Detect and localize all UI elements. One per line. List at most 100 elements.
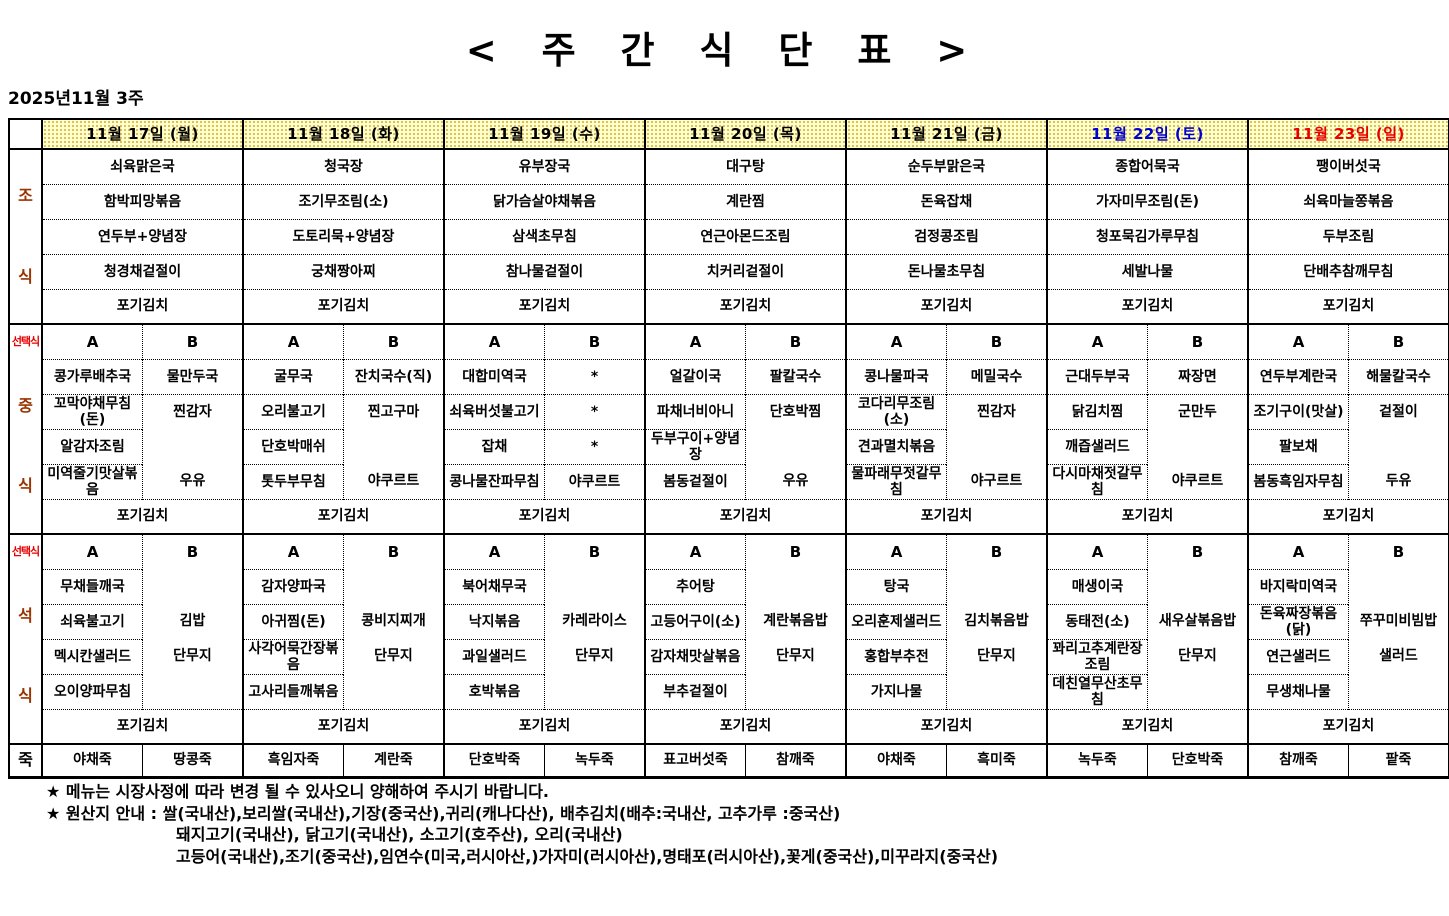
dinner-kimchi-cell: 포기김치	[845, 708, 1047, 744]
porridge-b-item: 단호박죽	[1147, 743, 1248, 777]
porridge-a-item: 녹두죽	[1046, 743, 1148, 777]
dinner-a-item: 바지락미역국	[1247, 568, 1349, 604]
lunch-b-item: 야구르트	[946, 464, 1047, 499]
dinner-b-cell: 카레라이스 단무지	[544, 569, 645, 709]
choice-b-header: B	[1147, 323, 1248, 359]
choice-b-header: B	[1147, 533, 1248, 569]
porridge-a-item: 표고버섯죽	[644, 743, 746, 777]
lunch-kimchi-cell: 포기김치	[443, 498, 645, 534]
lunch-b-item: 우유	[142, 464, 243, 499]
dinner-b-cell: 계란볶음밥 단무지	[745, 569, 846, 709]
choice-a-header: A	[443, 533, 545, 569]
lunch-a-item: 다시마채젓갈무침	[1046, 463, 1148, 499]
breakfast-item: 포기김치	[1247, 288, 1449, 324]
dinner-a-item: 고사리들깨볶음	[242, 673, 344, 709]
breakfast-item: 연두부+양념장	[41, 218, 243, 254]
lunch-kimchi-cell: 포기김치	[845, 498, 1047, 534]
dinner-b-item: 단무지	[1178, 648, 1217, 665]
lunch-b-item: 잔치국수(직)	[343, 358, 444, 394]
dinner-b-cell: 쭈꾸미비빔밥 샐러드	[1348, 569, 1449, 709]
lunch-a-item: 꼬막야채무침(돈)	[41, 393, 143, 429]
lunch-a-item: 미역줄기맛살볶음	[41, 463, 143, 499]
lunch-b-item: 짜장면	[1147, 358, 1248, 394]
dinner-b-cell: 김치볶음밥 단무지	[946, 569, 1047, 709]
lunch-a-item: 굴무국	[242, 358, 344, 394]
dinner-b-cell: 콩비지찌개 단무지	[343, 569, 444, 709]
porridge-b-item: 팥죽	[1348, 743, 1449, 777]
breakfast-item: 함박피망볶음	[41, 183, 243, 219]
lunch-a-item: 단호박매쉬	[242, 428, 344, 464]
porridge-b-item: 참깨죽	[745, 743, 846, 777]
lunch-a-item: 팔보채	[1247, 428, 1349, 464]
breakfast-item: 조기무조림(소)	[242, 183, 444, 219]
lunch-a-item: 잡채	[443, 428, 545, 464]
lunch-b-item: 우유	[745, 464, 846, 499]
row-label-lunch-char: 식	[18, 476, 33, 496]
dinner-a-item: 고등어구이(소)	[644, 603, 746, 639]
lunch-b-item: 팔칼국수	[745, 358, 846, 394]
row-label-dinner-char: 식	[18, 686, 33, 706]
choice-a-header: A	[644, 323, 746, 359]
breakfast-item: 포기김치	[845, 288, 1047, 324]
dinner-b-item: 카레라이스	[562, 613, 627, 630]
breakfast-item: 돈육잡채	[845, 183, 1047, 219]
dinner-a-item: 데친열무산초무침	[1046, 673, 1148, 709]
row-label-breakfast-char: 조	[18, 186, 33, 206]
choice-b-header: B	[946, 533, 1047, 569]
porridge-a-item: 단호박죽	[443, 743, 545, 777]
breakfast-item: 치커리겉절이	[644, 253, 846, 289]
dinner-b-item: 계란볶음밥	[763, 613, 828, 630]
dinner-a-item: 꽈리고추계란장조림	[1046, 638, 1148, 674]
dinner-a-item: 무채들깨국	[41, 568, 143, 604]
page-title: < 주 간 식 단 표 >	[465, 29, 984, 72]
dinner-a-item: 매생이국	[1046, 568, 1148, 604]
lunch-b-item	[1348, 429, 1449, 464]
breakfast-item: 단배추참깨무침	[1247, 253, 1449, 289]
breakfast-item: 포기김치	[1046, 288, 1248, 324]
choice-b-header: B	[343, 533, 444, 569]
week-label: 2025년11월 3주	[8, 89, 144, 109]
lunch-b-item: 찐감자	[142, 393, 243, 429]
choice-b-header: B	[343, 323, 444, 359]
choice-a-header: A	[1046, 533, 1148, 569]
dinner-a-item: 무생채나물	[1247, 673, 1349, 709]
lunch-b-item: 야쿠르트	[544, 463, 645, 499]
porridge-b-item: 흑미죽	[946, 743, 1047, 777]
dinner-b-item: 쭈꾸미비빔밥	[1359, 613, 1438, 630]
lunch-kimchi-cell: 포기김치	[1247, 498, 1449, 534]
day-header: 11월 17일 (월)	[41, 119, 243, 150]
choice-a-header: A	[845, 533, 947, 569]
lunch-a-item: 봄동흑임자무침	[1247, 463, 1349, 499]
day-header: 11월 18일 (화)	[242, 119, 444, 150]
lunch-b-item	[946, 429, 1047, 464]
dinner-a-item: 동태전(소)	[1046, 603, 1148, 639]
lunch-b-item: 물만두국	[142, 358, 243, 394]
day-header: 11월 21일 (금)	[845, 119, 1047, 150]
lunch-b-item: 군만두	[1147, 393, 1248, 429]
choice-b-header: B	[946, 323, 1047, 359]
lunch-b-item: 찐감자	[946, 393, 1047, 429]
row-label-choice: 선택식	[9, 533, 42, 569]
dinner-a-item: 쇠육불고기	[41, 603, 143, 639]
choice-a-header: A	[1247, 533, 1349, 569]
lunch-a-item: 견과멸치볶음	[845, 428, 947, 464]
porridge-a-item: 야채죽	[845, 743, 947, 777]
lunch-a-item: 오리불고기	[242, 393, 344, 429]
choice-b-header: B	[1348, 323, 1449, 359]
dinner-kimchi-cell: 포기김치	[1046, 708, 1248, 744]
choice-a-header: A	[845, 323, 947, 359]
breakfast-item: 도토리묵+양념장	[242, 218, 444, 254]
dinner-b-item: 김치볶음밥	[964, 613, 1029, 630]
lunch-b-item: 해물칼국수	[1348, 358, 1449, 394]
lunch-a-item: 톳두부무침	[242, 463, 344, 499]
corner-cell	[9, 119, 42, 150]
day-header: 11월 23일 (일)	[1247, 119, 1449, 150]
choice-b-header: B	[745, 323, 846, 359]
dinner-b-item: 단무지	[173, 648, 212, 665]
menu-table: 11월 17일 (월) 11월 18일 (화) 11월 19일 (수) 11월 20일…	[8, 118, 1449, 779]
dinner-a-item: 과일샐러드	[443, 638, 545, 674]
breakfast-item: 종합어묵국	[1046, 149, 1248, 184]
breakfast-item: 닭가슴살야채볶음	[443, 183, 645, 219]
